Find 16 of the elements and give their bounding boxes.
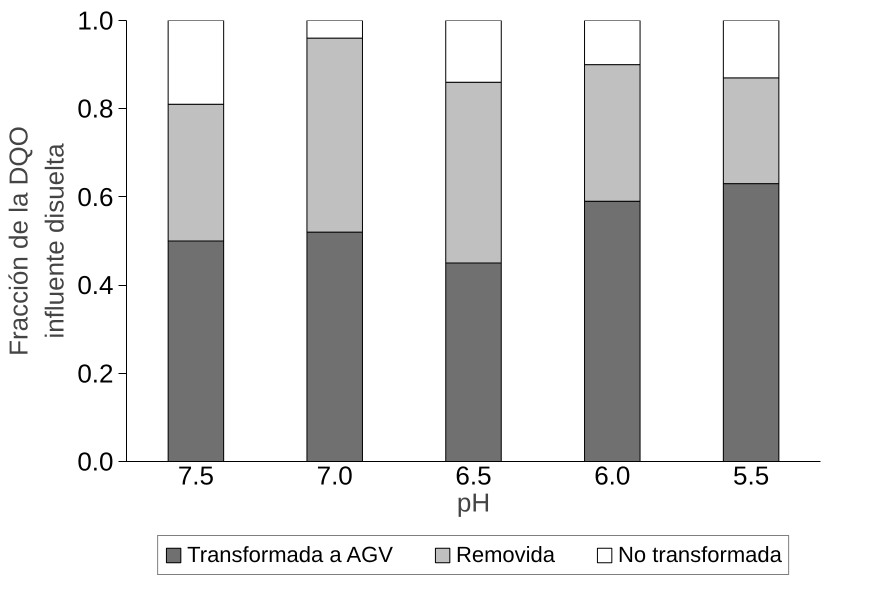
x-tick-label: 7.0: [316, 460, 353, 490]
legend-label: Removida: [456, 542, 556, 568]
legend-label: Transformada a AGV: [187, 542, 393, 568]
y-tick-label: 0.8: [77, 94, 114, 124]
y-tick-label: 0.4: [77, 270, 114, 300]
y-tick-label: 0.0: [77, 446, 114, 476]
x-tick-label: 5.5: [733, 460, 770, 490]
x-axis-title: pH: [456, 488, 490, 518]
legend-label: No transformada: [618, 542, 782, 568]
x-tick-label: 7.5: [178, 460, 214, 490]
y-tick-label: 1.0: [77, 6, 114, 36]
x-tick-label: 6.5: [455, 460, 492, 490]
y-axis-title: Fracción de la DQO influente disuelta: [3, 126, 70, 356]
y-tick-label: 0.2: [77, 358, 114, 388]
x-tick-label: 6.0: [594, 460, 630, 490]
y-tick-label: 0.6: [77, 182, 114, 212]
